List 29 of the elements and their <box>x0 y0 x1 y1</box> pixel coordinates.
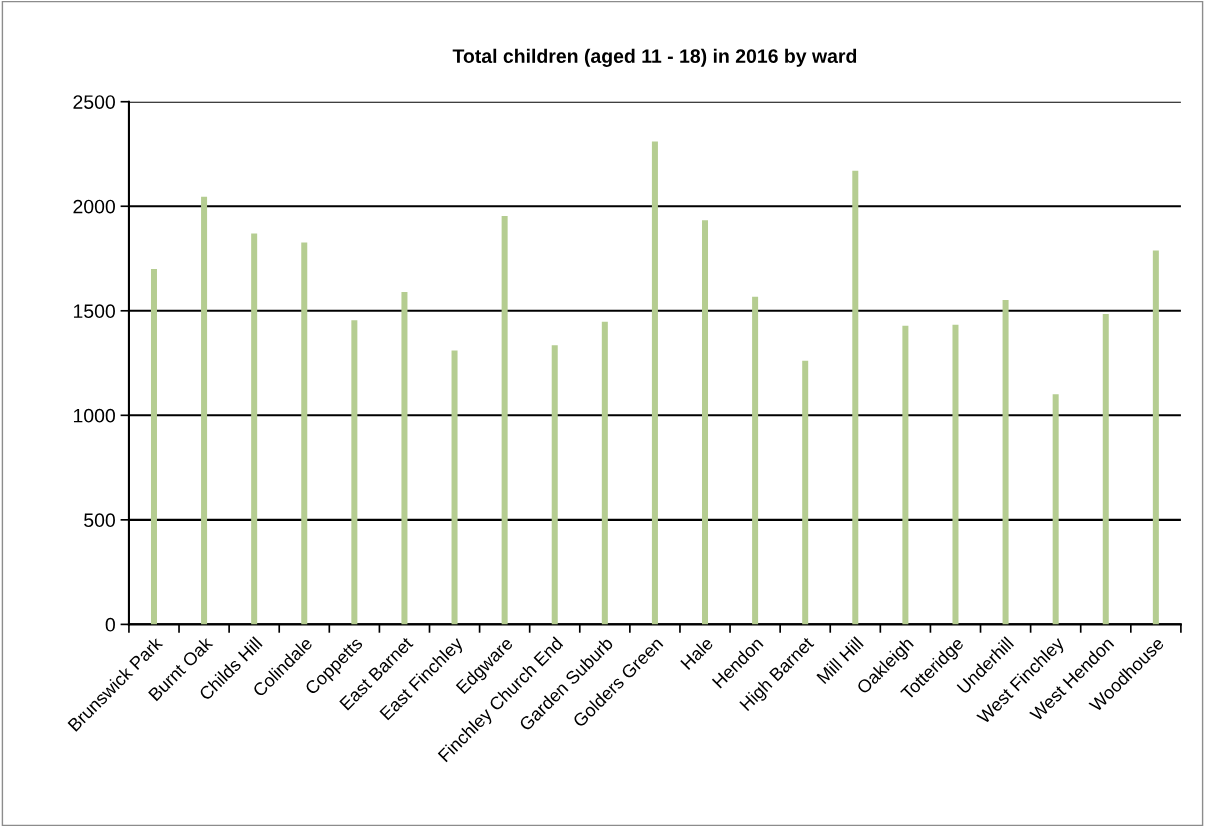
bar <box>150 268 157 625</box>
bar <box>952 324 959 625</box>
bar <box>1052 394 1059 625</box>
bar <box>301 242 308 625</box>
y-tick-label: 500 <box>84 513 115 528</box>
bar <box>401 291 408 625</box>
bar <box>1002 299 1009 625</box>
bar <box>601 321 608 625</box>
bar <box>651 141 658 625</box>
bar <box>251 233 258 625</box>
bar <box>351 320 358 625</box>
bar <box>551 345 558 625</box>
bar <box>802 360 809 625</box>
bar <box>902 325 909 625</box>
y-tick-label: 2000 <box>73 199 115 214</box>
y-tick-label: 1000 <box>73 408 115 423</box>
y-tick-label: 2500 <box>73 95 115 109</box>
bar <box>1102 313 1109 625</box>
bar <box>451 350 458 625</box>
y-tick-label: 1500 <box>73 304 115 319</box>
bar <box>201 196 208 625</box>
bar <box>752 296 759 625</box>
chart-title: Total children (aged 11 - 18) in 2016 by ward <box>452 48 857 67</box>
bar <box>1152 250 1159 625</box>
x-tick-label: Hale <box>679 636 714 671</box>
bar <box>702 220 709 625</box>
bar <box>852 170 859 625</box>
bar <box>501 216 508 625</box>
y-tick-label: 0 <box>105 617 115 632</box>
